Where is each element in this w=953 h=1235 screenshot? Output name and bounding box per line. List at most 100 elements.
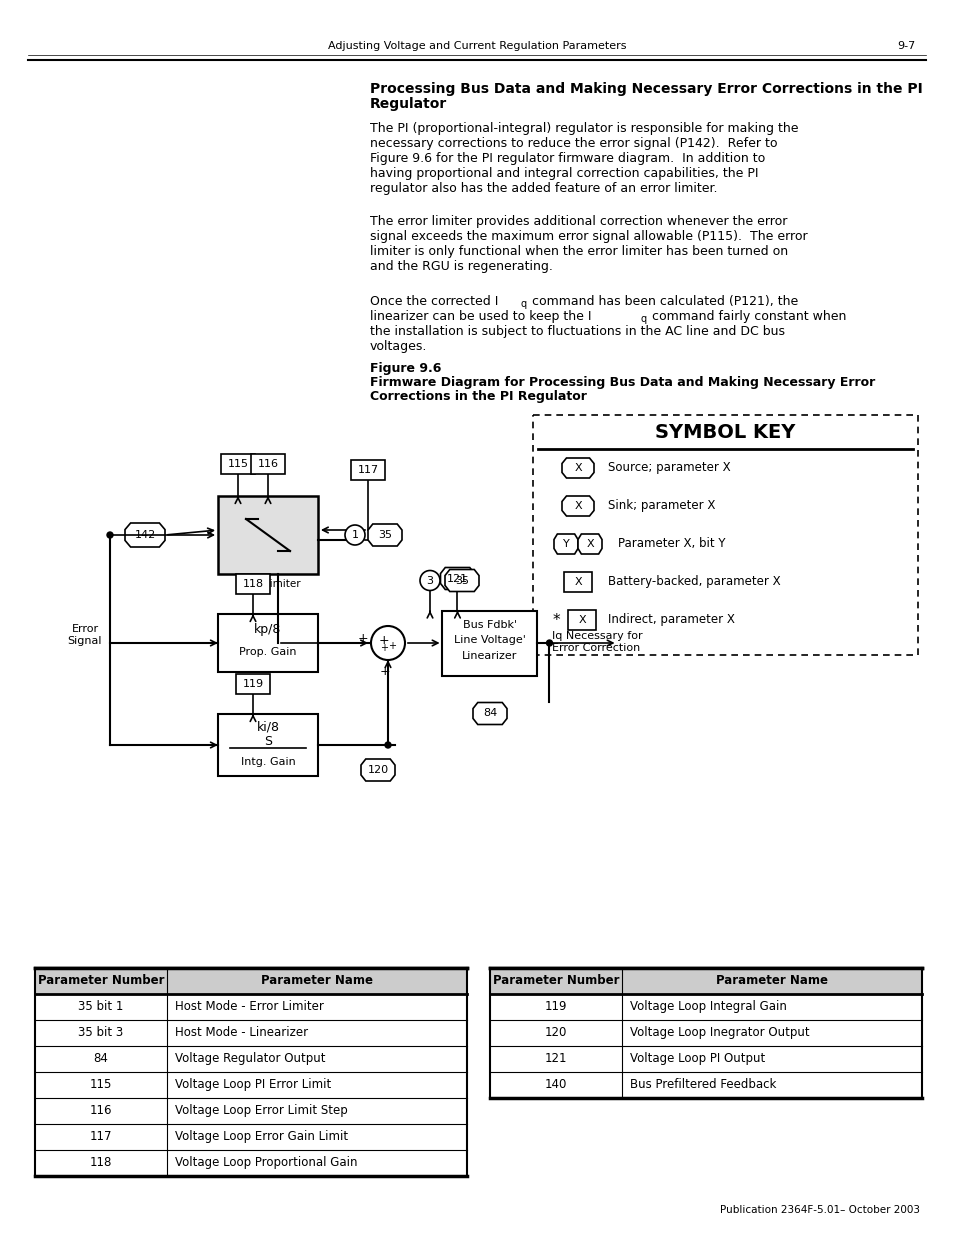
Text: q: q: [520, 299, 527, 309]
Text: X: X: [585, 538, 593, 550]
Bar: [235, 574, 270, 594]
Text: 117: 117: [357, 466, 378, 475]
Text: +: +: [378, 634, 389, 646]
Text: Battery-backed, parameter X: Battery-backed, parameter X: [607, 576, 780, 589]
Text: Prop. Gain: Prop. Gain: [239, 647, 296, 657]
Text: Voltage Loop Error Gain Limit: Voltage Loop Error Gain Limit: [174, 1130, 348, 1144]
Text: command has been calculated (P121), the: command has been calculated (P121), the: [527, 295, 798, 308]
Text: 140: 140: [544, 1078, 567, 1092]
Text: Line Voltage': Line Voltage': [454, 636, 525, 646]
Polygon shape: [360, 760, 395, 781]
Text: 116: 116: [257, 459, 278, 469]
Circle shape: [546, 640, 552, 646]
Text: 84: 84: [482, 709, 497, 719]
Text: 35 bit 1: 35 bit 1: [78, 1000, 124, 1014]
Circle shape: [371, 626, 405, 659]
Bar: [218, 714, 317, 776]
Polygon shape: [473, 703, 506, 725]
Text: linearizer can be used to keep the I: linearizer can be used to keep the I: [370, 310, 591, 324]
Text: command fairly constant when: command fairly constant when: [647, 310, 845, 324]
Text: Sink; parameter X: Sink; parameter X: [607, 499, 715, 513]
Text: Voltage Loop Error Limit Step: Voltage Loop Error Limit Step: [174, 1104, 348, 1118]
Text: the installation is subject to fluctuations in the AC line and DC bus: the installation is subject to fluctuati…: [370, 325, 784, 338]
Text: 119: 119: [544, 1000, 567, 1014]
Text: Parameter X, bit Y: Parameter X, bit Y: [618, 537, 724, 551]
Text: Publication 2364F-5.01– October 2003: Publication 2364F-5.01– October 2003: [720, 1205, 919, 1215]
Text: Regulator: Regulator: [370, 98, 447, 111]
Polygon shape: [444, 569, 478, 592]
Text: Voltage Loop Integral Gain: Voltage Loop Integral Gain: [629, 1000, 786, 1014]
Text: *: *: [552, 613, 559, 627]
Polygon shape: [368, 524, 401, 546]
Text: X: X: [574, 577, 581, 587]
Bar: [235, 674, 270, 694]
Text: 115: 115: [90, 1078, 112, 1092]
Text: Voltage Loop Proportional Gain: Voltage Loop Proportional Gain: [174, 1156, 357, 1170]
Text: having proportional and integral correction capabilities, the PI: having proportional and integral correct…: [370, 167, 758, 180]
Text: Parameter Name: Parameter Name: [716, 974, 827, 988]
Text: 120: 120: [544, 1026, 567, 1040]
Text: and the RGU is regenerating.: and the RGU is regenerating.: [370, 261, 553, 273]
Text: Adjusting Voltage and Current Regulation Parameters: Adjusting Voltage and Current Regulation…: [328, 41, 625, 51]
Text: Y: Y: [562, 538, 569, 550]
Circle shape: [345, 525, 365, 545]
Text: Error
Signal: Error Signal: [68, 624, 102, 646]
Text: necessary corrections to reduce the error signal (P142).  Refer to: necessary corrections to reduce the erro…: [370, 137, 777, 149]
Text: 116: 116: [90, 1104, 112, 1118]
Text: Processing Bus Data and Making Necessary Error Corrections in the PI: Processing Bus Data and Making Necessary…: [370, 82, 922, 96]
Text: 35 bit 3: 35 bit 3: [78, 1026, 124, 1040]
Text: Parameter Number: Parameter Number: [493, 974, 618, 988]
Text: 35: 35: [455, 576, 469, 585]
Bar: [218, 614, 317, 672]
Text: +: +: [357, 632, 368, 646]
Text: Parameter Name: Parameter Name: [261, 974, 373, 988]
Text: Error Limiter: Error Limiter: [235, 579, 300, 589]
Text: +: +: [379, 664, 390, 678]
Text: X: X: [574, 463, 581, 473]
Text: voltages.: voltages.: [370, 340, 427, 353]
Circle shape: [107, 532, 112, 538]
Polygon shape: [561, 458, 594, 478]
Text: Intg. Gain: Intg. Gain: [240, 757, 295, 767]
Bar: [567, 610, 596, 630]
Bar: [221, 454, 254, 474]
Bar: [251, 454, 285, 474]
Text: 9-7: 9-7: [897, 41, 915, 51]
Text: 121: 121: [446, 573, 468, 583]
Text: 142: 142: [134, 530, 155, 540]
Polygon shape: [125, 522, 165, 547]
Text: q: q: [640, 314, 646, 324]
Text: Figure 9.6: Figure 9.6: [370, 362, 441, 375]
Polygon shape: [561, 496, 594, 516]
Circle shape: [385, 742, 391, 748]
Text: Host Mode - Linearizer: Host Mode - Linearizer: [174, 1026, 308, 1040]
Text: S: S: [264, 736, 272, 748]
Circle shape: [419, 571, 439, 590]
Text: 35: 35: [377, 530, 392, 540]
Text: 115: 115: [227, 459, 248, 469]
Text: Linearizer: Linearizer: [462, 652, 517, 662]
Text: 1: 1: [351, 530, 358, 540]
Text: 119: 119: [242, 679, 263, 689]
Text: Host Mode - Error Limiter: Host Mode - Error Limiter: [174, 1000, 323, 1014]
Text: Voltage Loop PI Error Limit: Voltage Loop PI Error Limit: [174, 1078, 331, 1092]
Text: Parameter Number: Parameter Number: [38, 974, 164, 988]
Bar: [35, 968, 467, 994]
Text: 84: 84: [93, 1052, 109, 1066]
Text: Source; parameter X: Source; parameter X: [607, 462, 730, 474]
Text: 120: 120: [367, 764, 388, 776]
Text: limiter is only functional when the error limiter has been turned on: limiter is only functional when the erro…: [370, 245, 787, 258]
Polygon shape: [440, 568, 474, 589]
Bar: [490, 968, 921, 994]
Text: 3: 3: [426, 576, 433, 585]
Text: ki/8: ki/8: [256, 720, 279, 734]
Text: Once the corrected I: Once the corrected I: [370, 295, 497, 308]
Text: 118: 118: [90, 1156, 112, 1170]
Text: The error limiter provides additional correction whenever the error: The error limiter provides additional co…: [370, 215, 786, 228]
Text: Bus Fdbk': Bus Fdbk': [462, 620, 517, 630]
Text: Figure 9.6 for the PI regulator firmware diagram.  In addition to: Figure 9.6 for the PI regulator firmware…: [370, 152, 764, 165]
Text: regulator also has the added feature of an error limiter.: regulator also has the added feature of …: [370, 182, 717, 195]
Text: Voltage Loop Inegrator Output: Voltage Loop Inegrator Output: [629, 1026, 809, 1040]
Text: signal exceeds the maximum error signal allowable (P115).  The error: signal exceeds the maximum error signal …: [370, 230, 807, 243]
Text: 118: 118: [242, 579, 263, 589]
